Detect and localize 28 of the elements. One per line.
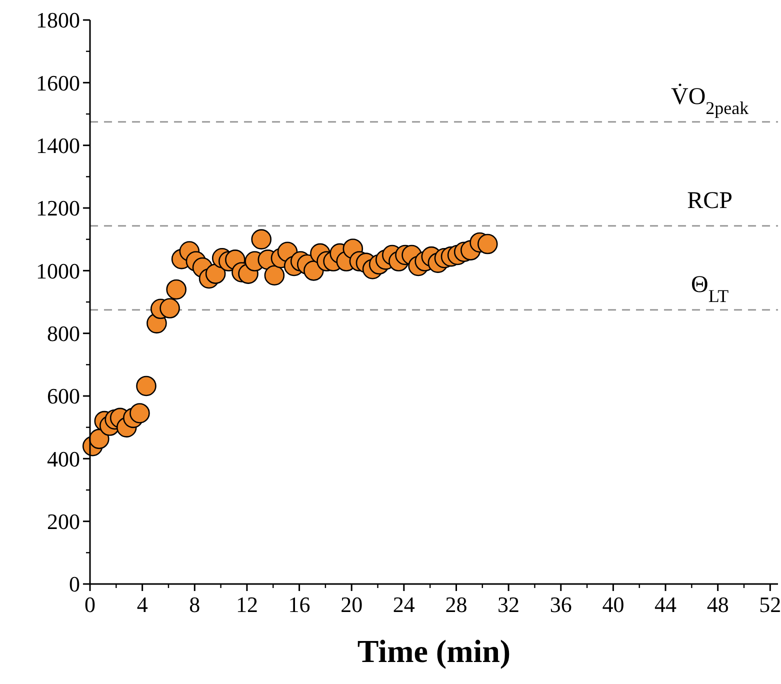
y-tick-label: 1400: [36, 133, 80, 158]
y-tick-label: 1600: [36, 70, 80, 96]
x-tick-label: 32: [498, 592, 520, 617]
ref-line-label: Θ$_{LT}$: [690, 272, 729, 306]
x-tick-label: 12: [236, 592, 258, 617]
x-tick-label: 48: [706, 592, 729, 617]
y-tick-label: 600: [47, 384, 80, 409]
ref-line-label: V̇O$_{2peak}$: [671, 83, 749, 118]
x-tick-label: 4: [136, 592, 148, 617]
y-tick-label: 200: [47, 509, 80, 534]
y-tick-label: 400: [47, 446, 80, 472]
x-tick-label: 16: [288, 592, 310, 617]
x-tick-label: 44: [654, 592, 677, 617]
x-tick-label: 40: [602, 592, 624, 617]
x-tick-label: 8: [189, 592, 200, 617]
y-tick-label: 1800: [36, 8, 80, 33]
x-axis-title: Time (min): [357, 633, 511, 669]
x-tick-label: 52: [759, 592, 781, 617]
x-tick-label: 20: [340, 592, 363, 617]
y-tick-label: 800: [47, 321, 80, 346]
ref-line-label: RCP: [687, 188, 733, 214]
y-tick-label: 1000: [36, 258, 80, 284]
x-tick-label: 28: [445, 592, 468, 617]
x-tick-label: 24: [392, 592, 415, 617]
x-tick-label: 0: [84, 592, 96, 617]
x-tick-label: 36: [550, 592, 572, 617]
y-tick-label: 1200: [36, 196, 80, 221]
y-tick-label: 0: [69, 572, 80, 597]
